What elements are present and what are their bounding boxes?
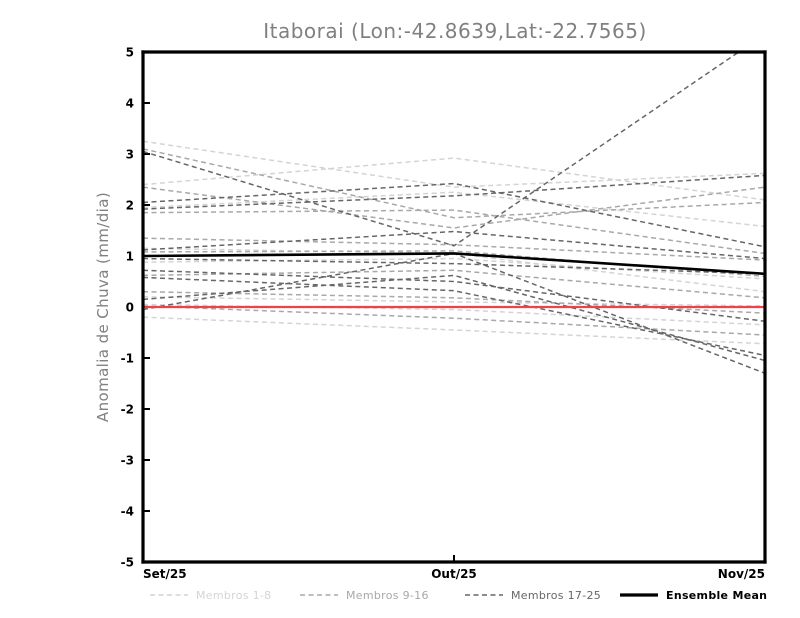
legend-label: Membros 1-8 xyxy=(196,589,271,602)
member-line xyxy=(143,209,765,255)
y-tick-label: -4 xyxy=(121,505,134,519)
member-line xyxy=(143,52,741,247)
member-line xyxy=(143,296,765,307)
y-axis-label: Anomalia de Chuva (mm/dia) xyxy=(94,192,112,422)
legend-label: Membros 9-16 xyxy=(346,589,429,602)
member-line xyxy=(143,148,765,219)
y-tick-label: 5 xyxy=(126,46,134,60)
member-line xyxy=(143,191,765,228)
axes-spines xyxy=(141,50,767,564)
y-tick-label: -3 xyxy=(121,454,134,468)
member-line xyxy=(143,237,765,261)
member-line xyxy=(143,230,765,260)
y-tick-label: 1 xyxy=(126,250,134,264)
chart-legend: Membros 1-8 Membros 9-16 Membros 17-25 Ense… xyxy=(150,589,767,602)
y-tick-label: -5 xyxy=(121,556,134,570)
x-tick-label: Nov/25 xyxy=(718,567,765,581)
x-tick-label: Out/25 xyxy=(431,567,477,581)
ensemble-mean-line xyxy=(143,252,765,276)
member-line xyxy=(143,247,765,293)
member-line xyxy=(143,316,765,345)
y-tick-label: 3 xyxy=(126,148,134,162)
y-tick-label: 0 xyxy=(126,301,134,315)
member-line xyxy=(143,257,765,275)
legend-label: Ensemble Mean xyxy=(666,589,767,602)
x-tick-label: Set/25 xyxy=(143,567,187,581)
y-tick-label: -2 xyxy=(121,403,134,417)
member-line xyxy=(143,182,765,248)
member-line xyxy=(143,140,765,188)
member-line xyxy=(143,186,765,229)
member-line xyxy=(143,305,765,336)
member-line xyxy=(143,157,765,201)
legend-label: Membros 17-25 xyxy=(511,589,601,602)
y-tick-label: 2 xyxy=(126,199,134,213)
y-tick-label: 4 xyxy=(126,97,134,111)
plot-area xyxy=(143,52,765,374)
page-title: Itaborai (Lon:-42.8639,Lat:-22.7565) xyxy=(263,19,647,43)
member-line xyxy=(143,174,765,210)
y-tick-label: -1 xyxy=(121,352,134,366)
